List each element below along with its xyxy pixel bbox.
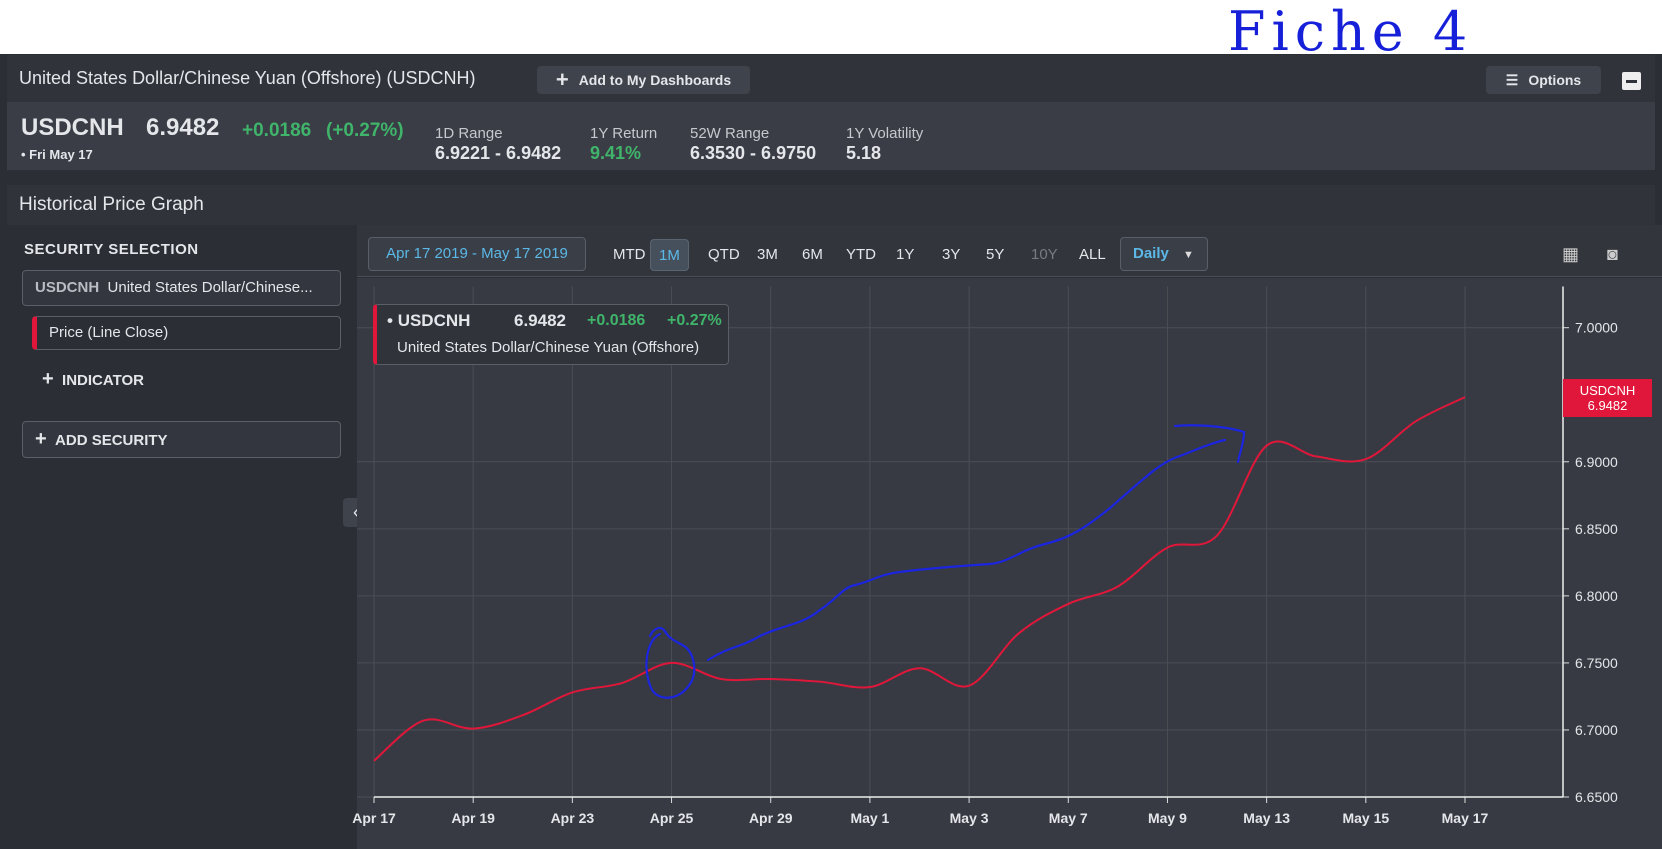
date-range-button[interactable]: Apr 17 2019 - May 17 2019 <box>368 237 586 271</box>
y-tick-label: 6.8500 <box>1575 521 1618 537</box>
quote-symbol: USDCNH <box>21 114 124 141</box>
period-button[interactable]: 1M <box>650 239 689 271</box>
period-button[interactable]: MTD <box>613 246 646 263</box>
x-tick-label: May 17 <box>1442 810 1489 826</box>
period-button[interactable]: 3Y <box>942 246 961 263</box>
period-button[interactable]: 1Y <box>896 246 915 263</box>
stat-label: 1Y Volatility <box>846 125 924 142</box>
y-tick-label: 6.6500 <box>1575 789 1618 805</box>
x-tick-label: Apr 23 <box>551 810 595 826</box>
x-tick-label: May 13 <box>1243 810 1290 826</box>
legend-change-pct: +0.27% <box>667 312 722 329</box>
add-dashboard-button[interactable]: + Add to My Dashboards <box>537 66 750 94</box>
quote-row <box>7 102 1655 170</box>
quote-change: +0.0186 <box>242 120 312 141</box>
price-tag-value: 6.9482 <box>1587 398 1628 413</box>
arrowhead-mark <box>1173 424 1246 464</box>
period-button: 10Y <box>1031 246 1058 263</box>
stat-label: 1Y Return <box>590 125 658 142</box>
stat-value: 5.18 <box>846 143 882 163</box>
price-line <box>373 396 1466 762</box>
top-band <box>0 0 1662 54</box>
period-button[interactable]: YTD <box>846 246 876 263</box>
add-security-label: ADD SECURITY <box>55 432 168 449</box>
interval-dropdown[interactable]: Daily ▼ <box>1120 237 1208 271</box>
y-tick-label: 6.9000 <box>1575 454 1618 470</box>
annotation: Fiche 4 <box>1228 0 1474 63</box>
circle-mark <box>645 626 696 699</box>
header-bar <box>7 55 1655 102</box>
chart-legend: • USDCNH 6.9482 +0.0186 +0.27% United St… <box>373 304 729 365</box>
x-tick-label: Apr 17 <box>352 810 396 826</box>
options-button[interactable]: ☰ Options <box>1486 66 1601 94</box>
stat-value: 6.3530 - 6.9750 <box>690 143 817 163</box>
options-label: Options <box>1528 72 1582 88</box>
legend-price: 6.9482 <box>514 311 566 330</box>
camera-icon[interactable]: ◙ <box>1607 244 1618 264</box>
add-indicator-label: INDICATOR <box>62 372 144 389</box>
table-icon[interactable]: ▦ <box>1562 244 1580 264</box>
legend-change: +0.0186 <box>587 312 646 329</box>
quote-change-pct: (+0.27%) <box>326 120 404 141</box>
security-name: United States Dollar/Chinese... <box>107 279 313 296</box>
arrow-mark <box>706 438 1227 662</box>
security-item[interactable]: USDCNH United States Dollar/Chinese... <box>22 270 341 306</box>
panel-title: Historical Price Graph <box>19 194 204 215</box>
quote-date-row: • Fri May 17 <box>21 147 93 162</box>
plot-background <box>357 278 1662 849</box>
add-security[interactable]: + ADD SECURITY <box>22 421 341 458</box>
stat-value: 9.41% <box>590 143 642 163</box>
y-tick-label: 6.8000 <box>1575 588 1618 604</box>
security-symbol: USDCNH <box>35 279 100 296</box>
period-button[interactable]: QTD <box>708 246 740 263</box>
x-tick-label: Apr 25 <box>650 810 694 826</box>
add-dashboard-label: Add to My Dashboards <box>578 72 732 88</box>
stat-value: 6.9221 - 6.9482 <box>435 143 562 163</box>
period-button[interactable]: 5Y <box>986 246 1005 263</box>
minimize-button[interactable] <box>1622 72 1641 90</box>
quote-price: 6.9482 <box>146 114 220 141</box>
panel-title-bar <box>7 185 1655 225</box>
period-button[interactable]: ALL <box>1079 246 1106 263</box>
study-item[interactable]: Price (Line Close) <box>32 316 341 350</box>
header-title: United States Dollar/Chinese Yuan (Offsh… <box>19 68 476 88</box>
period-button[interactable]: 6M <box>802 246 823 263</box>
x-tick-label: May 7 <box>1049 810 1088 826</box>
stat-label: 1D Range <box>435 125 503 142</box>
sidebar <box>7 225 357 849</box>
x-tick-label: Apr 29 <box>749 810 793 826</box>
price-tag-symbol: USDCNH <box>1579 383 1636 398</box>
stat-label: 52W Range <box>690 125 770 142</box>
minimize-icon <box>1626 80 1637 83</box>
x-tick-label: May 15 <box>1342 810 1389 826</box>
y-tick-label: 6.7500 <box>1575 655 1618 671</box>
legend-name: United States Dollar/Chinese Yuan (Offsh… <box>397 339 700 356</box>
legend-symbol: USDCNH <box>397 311 471 330</box>
y-tick-label: 6.7000 <box>1575 722 1618 738</box>
x-tick-label: May 9 <box>1148 810 1187 826</box>
study-label: Price (Line Close) <box>49 324 169 341</box>
handwritten-marks <box>645 424 1246 699</box>
add-indicator[interactable]: + INDICATOR <box>42 368 144 390</box>
x-tick-label: Apr 19 <box>451 810 495 826</box>
interval-label: Daily <box>1133 245 1169 262</box>
period-button[interactable]: 3M <box>757 246 778 263</box>
x-tick-label: May 3 <box>950 810 989 826</box>
y-tick-label: 7.0000 <box>1575 320 1618 336</box>
x-tick-label: May 1 <box>850 810 889 826</box>
date-range: Apr 17 2019 - May 17 2019 <box>386 245 568 262</box>
sidebar-heading: SECURITY SELECTION <box>24 241 199 258</box>
quote-date: Fri May 17 <box>29 147 93 162</box>
price-tag: USDCNH 6.9482 <box>1563 379 1652 417</box>
